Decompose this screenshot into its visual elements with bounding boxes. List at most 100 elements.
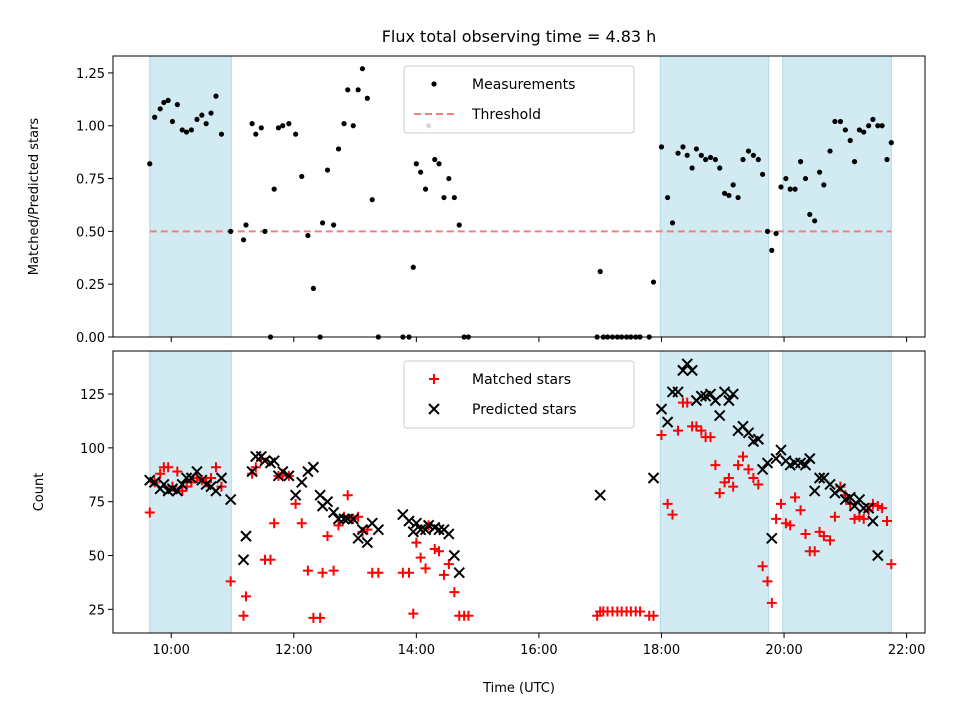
matched-point bbox=[728, 481, 739, 492]
measurement-point bbox=[436, 161, 442, 167]
predicted-point bbox=[647, 472, 660, 484]
measurement-point bbox=[218, 131, 225, 137]
predicted-point bbox=[403, 515, 415, 527]
measurement-point bbox=[665, 194, 671, 201]
predicted-point bbox=[853, 493, 866, 506]
measurement-point bbox=[271, 186, 277, 192]
matched-point bbox=[886, 559, 897, 570]
measurement-point bbox=[194, 116, 200, 122]
measurement-point bbox=[760, 171, 766, 177]
predicted-point bbox=[799, 459, 812, 471]
measurement-point bbox=[310, 285, 316, 292]
matched-point bbox=[775, 498, 786, 509]
predicted-point bbox=[723, 394, 735, 407]
matched-point bbox=[882, 516, 893, 527]
predicted-point bbox=[321, 495, 334, 508]
predicted-point bbox=[215, 472, 228, 484]
measurement-point bbox=[693, 146, 700, 152]
x-tick-label: 20:00 bbox=[765, 643, 802, 658]
legend: Measurements Threshold bbox=[403, 65, 635, 134]
legend-box bbox=[403, 360, 635, 429]
x-tick-label: 18:00 bbox=[643, 643, 680, 658]
matched-point bbox=[766, 597, 777, 608]
y-axis-label: Count bbox=[32, 473, 47, 512]
predicted-point bbox=[307, 461, 320, 473]
predicted-point bbox=[352, 532, 364, 544]
measurement-point bbox=[722, 190, 728, 196]
matched-point bbox=[449, 587, 460, 598]
predicted-point bbox=[844, 491, 856, 504]
matched-point bbox=[317, 567, 328, 578]
measurement-point bbox=[658, 144, 665, 150]
y-tick-label: 75 bbox=[88, 496, 105, 511]
measurement-point bbox=[249, 121, 255, 127]
matched-point bbox=[849, 513, 860, 524]
measurement-point bbox=[650, 279, 657, 285]
measurement-point bbox=[689, 165, 695, 171]
measurement-point bbox=[335, 146, 342, 152]
predicted-point bbox=[672, 386, 684, 398]
measurement-point bbox=[410, 264, 416, 270]
measurement-point bbox=[842, 127, 848, 133]
matched-point bbox=[144, 507, 155, 518]
predicted-point bbox=[727, 388, 739, 400]
measurement-point bbox=[773, 230, 779, 237]
predicted-point bbox=[813, 472, 826, 484]
measurement-point bbox=[157, 106, 163, 112]
matched-point bbox=[818, 531, 829, 542]
measurement-point bbox=[169, 118, 176, 125]
predicted-point bbox=[240, 530, 252, 542]
measurement-point bbox=[275, 125, 282, 131]
matched-point bbox=[438, 569, 449, 580]
measurement-point bbox=[422, 186, 429, 192]
measurement-point bbox=[816, 169, 823, 175]
predicted-point bbox=[761, 457, 774, 469]
matched-point bbox=[858, 513, 869, 524]
measurement-point bbox=[861, 129, 867, 135]
matched-point bbox=[737, 451, 748, 462]
matched-point bbox=[411, 537, 422, 548]
measurement-point bbox=[243, 222, 249, 228]
measurement-point bbox=[726, 192, 732, 199]
shaded-region bbox=[149, 55, 232, 338]
predicted-point bbox=[709, 394, 722, 407]
predicted-point bbox=[180, 472, 193, 484]
predicted-point bbox=[775, 444, 787, 456]
predicted-point bbox=[356, 523, 369, 536]
measurement-point bbox=[851, 159, 858, 165]
measurement-point bbox=[740, 156, 746, 163]
matched-point bbox=[771, 513, 782, 524]
measurement-point bbox=[680, 144, 686, 150]
matched-point bbox=[225, 576, 236, 587]
measurement-point bbox=[152, 114, 158, 120]
measurement-point bbox=[783, 175, 789, 182]
matched-point bbox=[635, 606, 646, 617]
measurement-point bbox=[165, 97, 171, 103]
measurement-point bbox=[884, 156, 890, 163]
matched-point bbox=[238, 610, 249, 621]
measurement-point bbox=[669, 220, 676, 226]
matched-point bbox=[362, 524, 373, 535]
matched-point bbox=[723, 473, 734, 484]
matched-point bbox=[163, 462, 174, 473]
measurement-point bbox=[179, 127, 185, 133]
legend-label: Predicted stars bbox=[472, 402, 577, 418]
x-tick-label: 10:00 bbox=[152, 643, 189, 658]
predicted-point bbox=[834, 483, 847, 495]
measurement-point bbox=[717, 165, 723, 171]
legend-box bbox=[403, 65, 635, 134]
matched-point bbox=[290, 498, 301, 509]
predicted-point bbox=[283, 470, 295, 482]
predicted-point bbox=[872, 549, 884, 562]
matched-point bbox=[296, 518, 307, 529]
matched-point bbox=[748, 473, 759, 484]
legend: Matched stars Predicted stars bbox=[403, 360, 635, 429]
predicted-point bbox=[422, 519, 435, 532]
matched-point bbox=[206, 473, 217, 484]
predicted-point bbox=[742, 427, 755, 439]
measurement-point bbox=[280, 123, 286, 129]
axes-frame bbox=[112, 55, 926, 338]
measurement-point bbox=[355, 87, 361, 93]
measurement-point bbox=[183, 129, 190, 135]
measurement-point bbox=[359, 66, 366, 72]
